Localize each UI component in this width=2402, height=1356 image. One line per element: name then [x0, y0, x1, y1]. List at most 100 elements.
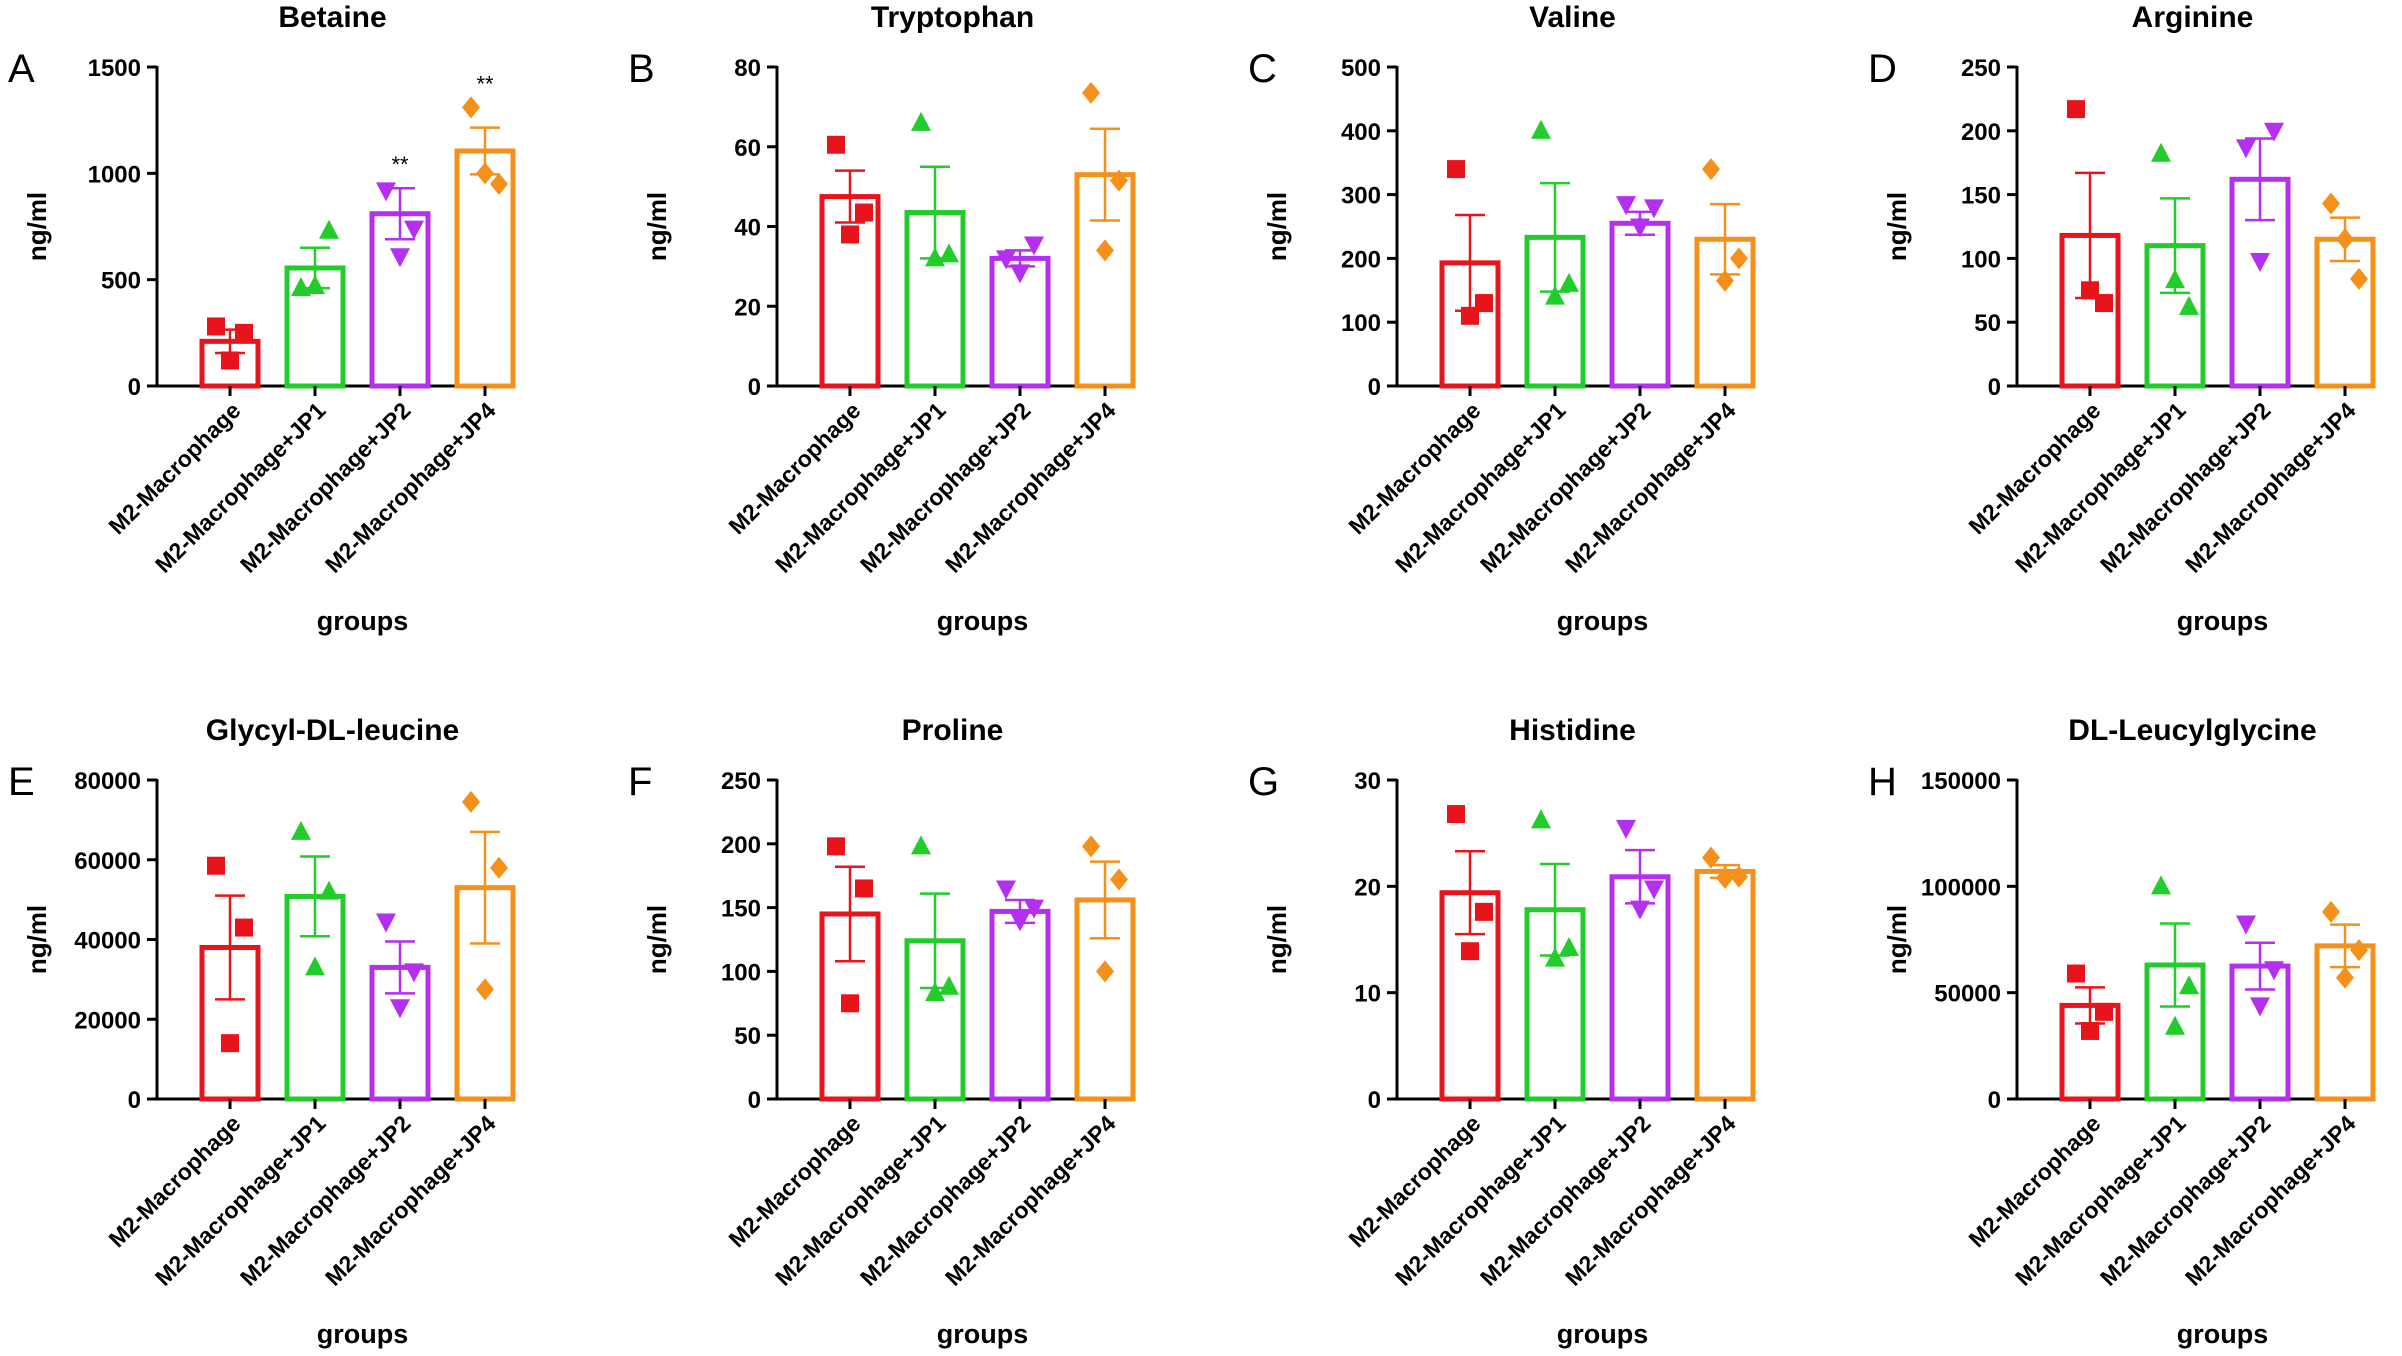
x-tick-label: M2-Macrophage+JP2	[2095, 397, 2276, 578]
data-point-triangle-up	[1531, 809, 1551, 829]
data-point-triangle-down	[1644, 199, 1664, 219]
data-point-diamond	[1110, 868, 1128, 891]
data-point-triangle-down	[404, 963, 424, 983]
x-tick-label: M2-Macrophage+JP1	[150, 397, 331, 578]
data-point-square	[1461, 306, 1479, 325]
data-point-triangle-up	[2179, 295, 2199, 315]
y-tick-label: 500	[1341, 55, 1381, 82]
error-bar	[2245, 941, 2275, 991]
x-tick-label: M2-Macrophage+JP4	[2180, 1110, 2361, 1291]
data-point-square	[2095, 294, 2113, 313]
y-tick-label: 50	[1974, 310, 2001, 337]
x-axis-label: groups	[937, 606, 1029, 636]
data-point-triangle-up	[911, 835, 931, 855]
y-axis-label: ng/ml	[642, 192, 672, 261]
x-tick-label: M2-Macrophage+JP1	[1390, 1110, 1571, 1291]
y-tick-label: 400	[1341, 119, 1381, 146]
data-point-triangle-up	[319, 219, 339, 239]
data-point-triangle-up	[911, 111, 931, 131]
data-point-triangle-up	[2151, 142, 2171, 162]
data-point-triangle-up	[305, 275, 325, 295]
data-point-square	[1475, 294, 1493, 313]
data-point-square	[827, 837, 845, 856]
data-point-triangle-down	[2264, 122, 2284, 142]
data-point-triangle-down	[996, 880, 1016, 900]
y-axis-label: ng/ml	[1882, 905, 1912, 974]
data-point-triangle-up	[939, 975, 959, 995]
error-bar	[385, 940, 415, 995]
panel-b: BTryptophanng/ml020406080M2-MacrophageM2…	[628, 1, 1136, 636]
data-point-diamond	[1716, 269, 1734, 292]
y-tick-label: 80000	[74, 768, 141, 795]
data-point-triangle-up	[1545, 285, 1565, 305]
x-tick-label: M2-Macrophage+JP1	[770, 1110, 951, 1291]
y-tick-label: 20	[1354, 874, 1381, 901]
data-point-triangle-down	[1616, 196, 1636, 216]
x-axis-label: groups	[317, 606, 409, 636]
error-bar	[1090, 860, 1120, 940]
error-bar	[300, 855, 330, 938]
data-point-diamond	[476, 978, 494, 1001]
y-tick-label: 30	[1354, 768, 1381, 795]
data-point-triangle-down	[996, 250, 1016, 270]
y-axis-label: ng/ml	[642, 905, 672, 974]
y-tick-label: 0	[1988, 1087, 2001, 1114]
data-point-triangle-up	[305, 956, 325, 976]
error-bar	[1455, 849, 1485, 936]
y-tick-label: 20	[734, 294, 761, 321]
data-point-triangle-down	[376, 913, 396, 933]
data-point-square	[2067, 964, 2085, 983]
data-point-square	[841, 994, 859, 1013]
x-tick-label: M2-Macrophage+JP1	[1390, 397, 1571, 578]
panel-letter: D	[1868, 47, 1897, 91]
data-point-triangle-down	[376, 182, 396, 202]
y-tick-label: 0	[128, 1087, 141, 1114]
y-tick-label: 1000	[88, 161, 141, 188]
data-point-triangle-down	[1630, 900, 1650, 920]
data-point-triangle-up	[1531, 119, 1551, 139]
x-tick-label: M2-Macrophage+JP1	[2010, 397, 2191, 578]
y-tick-label: 100	[721, 959, 761, 986]
panel-c: C Valine ng/ml 0 100 200 300 400 500 M2-Macrophag…	[1248, 1, 1756, 636]
data-point-diamond	[2336, 966, 2354, 989]
error-bar	[215, 894, 245, 1001]
y-tick-label: 80	[734, 55, 761, 82]
y-axis-label: ng/ml	[1882, 192, 1912, 261]
data-point-square	[221, 351, 239, 370]
x-tick-label: M2-Macrophage+JP2	[2095, 1110, 2276, 1291]
x-axis-label: groups	[2177, 1319, 2269, 1349]
x-tick-label: M2-Macrophage+JP4	[940, 397, 1121, 578]
y-tick-label: 500	[101, 268, 141, 295]
error-bar	[835, 169, 865, 224]
chart-title: DL-Leucylglycine	[2068, 714, 2316, 747]
data-point-diamond	[1716, 866, 1734, 889]
data-point-square	[207, 317, 225, 336]
x-tick-label: M2-Macrophage+JP2	[235, 397, 416, 578]
data-point-square	[235, 918, 253, 937]
panel-letter: H	[1868, 760, 1897, 804]
data-point-square	[221, 1034, 239, 1053]
data-point-triangle-up	[2179, 975, 2199, 995]
x-tick-label: M2-Macrophage+JP4	[1560, 397, 1741, 578]
bar-3	[1609, 220, 1671, 389]
data-point-diamond	[1702, 158, 1720, 181]
x-tick-label: M2-Macrophage+JP4	[2180, 397, 2361, 578]
significance-label: **	[391, 152, 409, 177]
x-tick-label: M2-Macrophage+JP2	[855, 397, 1036, 578]
data-point-diamond	[2322, 192, 2340, 215]
data-point-square	[2067, 100, 2085, 119]
error-bar	[2160, 922, 2190, 1008]
panel-letter: F	[628, 760, 652, 804]
data-point-triangle-down	[2236, 139, 2256, 159]
y-tick-label: 200	[1341, 246, 1381, 273]
panel-f: F Proline ng/ml 0 50 100 150 200 250 M2-Macrophag…	[628, 714, 1136, 1349]
data-point-triangle-up	[939, 243, 959, 263]
y-tick-label: 60	[734, 135, 761, 162]
y-tick-label: 20000	[74, 1007, 141, 1034]
y-tick-label: 50	[734, 1023, 761, 1050]
y-tick-label: 0	[748, 1087, 761, 1114]
data-point-diamond	[476, 162, 494, 185]
data-point-triangle-down	[390, 248, 410, 268]
y-tick-label: 300	[1341, 183, 1381, 210]
data-point-triangle-down	[2264, 961, 2284, 981]
